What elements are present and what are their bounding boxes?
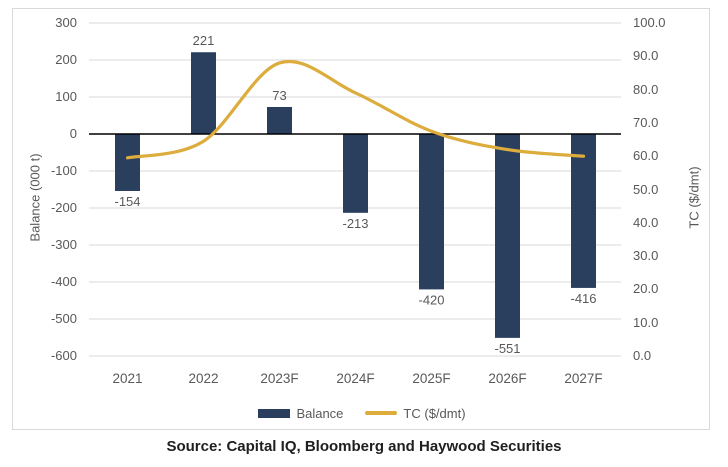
bar-value-label: -551 xyxy=(494,341,520,356)
bar-2024F xyxy=(343,134,368,213)
left-axis-tick-label: 200 xyxy=(55,52,77,67)
left-axis-tick-label: 300 xyxy=(55,15,77,30)
bar-2023F xyxy=(267,106,292,134)
right-axis-tick-label: 90.0 xyxy=(633,48,659,64)
right-axis-tick-label: 100.0 xyxy=(633,15,666,30)
right-axis-tick-label: 40.0 xyxy=(633,214,659,230)
chart-frame: -154 221 73 -213 -420 -551 -416 Balance (000 t… xyxy=(12,8,710,430)
bar-value-label: -420 xyxy=(418,292,444,307)
right-axis-tick-label: 70.0 xyxy=(633,114,659,130)
right-axis-tick-label: 10.0 xyxy=(633,314,659,330)
x-axis-label-2027F: 2027F xyxy=(564,371,603,386)
x-axis-label-2021: 2021 xyxy=(112,371,143,386)
source-caption: Source: Capital IQ, Bloomberg and Haywoo… xyxy=(166,438,562,455)
legend-item-tc: TC ($/dmt) xyxy=(365,405,466,421)
bar-value-label: 221 xyxy=(193,33,215,48)
right-axis-tick-label: 50.0 xyxy=(633,181,659,197)
bar-2027F xyxy=(571,134,596,288)
left-axis-tick-label: -600 xyxy=(50,348,77,363)
bar-value-label: -154 xyxy=(114,194,140,209)
x-axis-label-2024F: 2024F xyxy=(336,371,375,386)
right-axis-tick-label: 20.0 xyxy=(633,281,659,297)
bar-2021 xyxy=(115,134,140,191)
left-axis-tick-label: -200 xyxy=(50,200,77,215)
left-axis-tick-label: -100 xyxy=(50,163,77,178)
bar-2025F xyxy=(419,134,444,290)
bar-value-label: -213 xyxy=(342,216,368,231)
right-axis-tick-label: 60.0 xyxy=(633,148,659,164)
left-axis-tick-label: -500 xyxy=(50,311,77,326)
left-axis-tick-label: -400 xyxy=(50,274,77,289)
right-axis-tick-label: 0.0 xyxy=(633,348,652,363)
bar-value-label: 73 xyxy=(272,88,286,103)
balance-bar-swatch-icon xyxy=(258,408,291,418)
right-axis-tick-label: 80.0 xyxy=(633,81,659,97)
x-axis-label-2022: 2022 xyxy=(188,371,219,386)
chart-legend: Balance TC ($/dmt) xyxy=(13,403,711,423)
legend-label-tc: TC ($/dmt) xyxy=(403,405,466,421)
left-axis-tick-label: -300 xyxy=(50,237,77,252)
right-axis-tick-label: 30.0 xyxy=(633,248,659,264)
legend-label-balance: Balance xyxy=(296,405,344,421)
legend-item-balance: Balance xyxy=(258,406,343,421)
x-axis-label-2026F: 2026F xyxy=(488,371,527,386)
bar-value-label: -416 xyxy=(570,291,596,306)
plot-area: -154 221 73 -213 -420 -551 -416 xyxy=(89,22,621,357)
x-axis-label-2023F: 2023F xyxy=(260,371,299,386)
left-axis-tick-label: 0 xyxy=(69,126,77,141)
tc-line-swatch-icon xyxy=(365,411,398,415)
bar-2022 xyxy=(191,52,216,135)
tc-line-series xyxy=(125,59,586,160)
left-axis-tick-label: 100 xyxy=(55,89,77,104)
x-axis-label-2025F: 2025F xyxy=(412,371,451,386)
bar-2026F xyxy=(495,134,520,338)
left-axis-title: Balance (000 t) xyxy=(27,153,43,242)
